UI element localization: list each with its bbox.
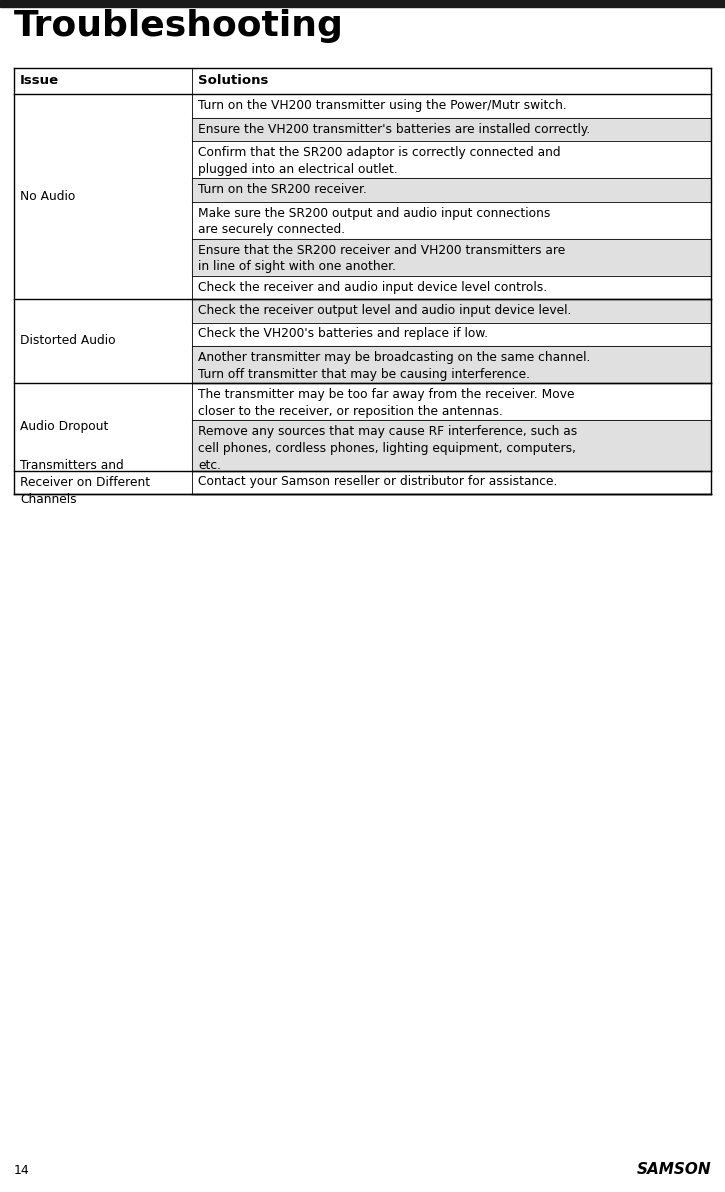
- Bar: [192, 420, 711, 471]
- Text: The transmitter may be too far away from the receiver. Move
closer to the receiv: The transmitter may be too far away from…: [198, 389, 574, 418]
- Text: Check the receiver and audio input device level controls.: Check the receiver and audio input devic…: [198, 280, 547, 293]
- Text: Troubleshooting: Troubleshooting: [14, 10, 344, 43]
- Bar: [192, 323, 711, 346]
- Text: Distorted Audio: Distorted Audio: [20, 335, 115, 348]
- Text: Another transmitter may be broadcasting on the same channel.
Turn off transmitte: Another transmitter may be broadcasting …: [198, 350, 590, 380]
- Bar: [192, 201, 711, 238]
- Text: Issue: Issue: [20, 74, 59, 87]
- Text: Contact your Samson reseller or distributor for assistance.: Contact your Samson reseller or distribu…: [198, 476, 558, 489]
- Bar: [192, 238, 711, 275]
- Text: Turn on the SR200 receiver.: Turn on the SR200 receiver.: [198, 184, 367, 195]
- Text: Remove any sources that may cause RF interference, such as
cell phones, cordless: Remove any sources that may cause RF int…: [198, 426, 577, 472]
- Text: Transmitters and
Receiver on Different
Channels: Transmitters and Receiver on Different C…: [20, 459, 150, 505]
- Bar: [192, 346, 711, 383]
- Text: Check the receiver output level and audio input device level.: Check the receiver output level and audi…: [198, 304, 571, 317]
- Bar: [14, 471, 192, 493]
- Text: Solutions: Solutions: [198, 74, 268, 87]
- Bar: [14, 299, 192, 383]
- Bar: [192, 383, 711, 420]
- Bar: [0, 0, 725, 7]
- Text: Confirm that the SR200 adaptor is correctly connected and
plugged into an electr: Confirm that the SR200 adaptor is correc…: [198, 145, 560, 175]
- Bar: [192, 94, 711, 118]
- Text: Ensure the VH200 transmitter's batteries are installed correctly.: Ensure the VH200 transmitter's batteries…: [198, 123, 590, 136]
- Text: Turn on the VH200 transmitter using the Power/Mutr switch.: Turn on the VH200 transmitter using the …: [198, 99, 567, 112]
- Text: Check the VH200's batteries and replace if low.: Check the VH200's batteries and replace …: [198, 328, 488, 341]
- Bar: [14, 383, 192, 471]
- Bar: [14, 94, 192, 299]
- Bar: [192, 178, 711, 201]
- Text: No Audio: No Audio: [20, 190, 75, 203]
- Bar: [192, 471, 711, 493]
- Bar: [192, 299, 711, 323]
- Text: Ensure that the SR200 receiver and VH200 transmitters are
in line of sight with : Ensure that the SR200 receiver and VH200…: [198, 243, 566, 273]
- Bar: [192, 118, 711, 141]
- Bar: [14, 68, 711, 94]
- Text: Audio Dropout: Audio Dropout: [20, 421, 108, 433]
- Text: 14: 14: [14, 1163, 30, 1177]
- Text: Make sure the SR200 output and audio input connections
are securely connected.: Make sure the SR200 output and audio inp…: [198, 206, 550, 236]
- Text: SAMSON: SAMSON: [637, 1162, 711, 1178]
- Bar: [192, 275, 711, 299]
- Bar: [192, 141, 711, 178]
